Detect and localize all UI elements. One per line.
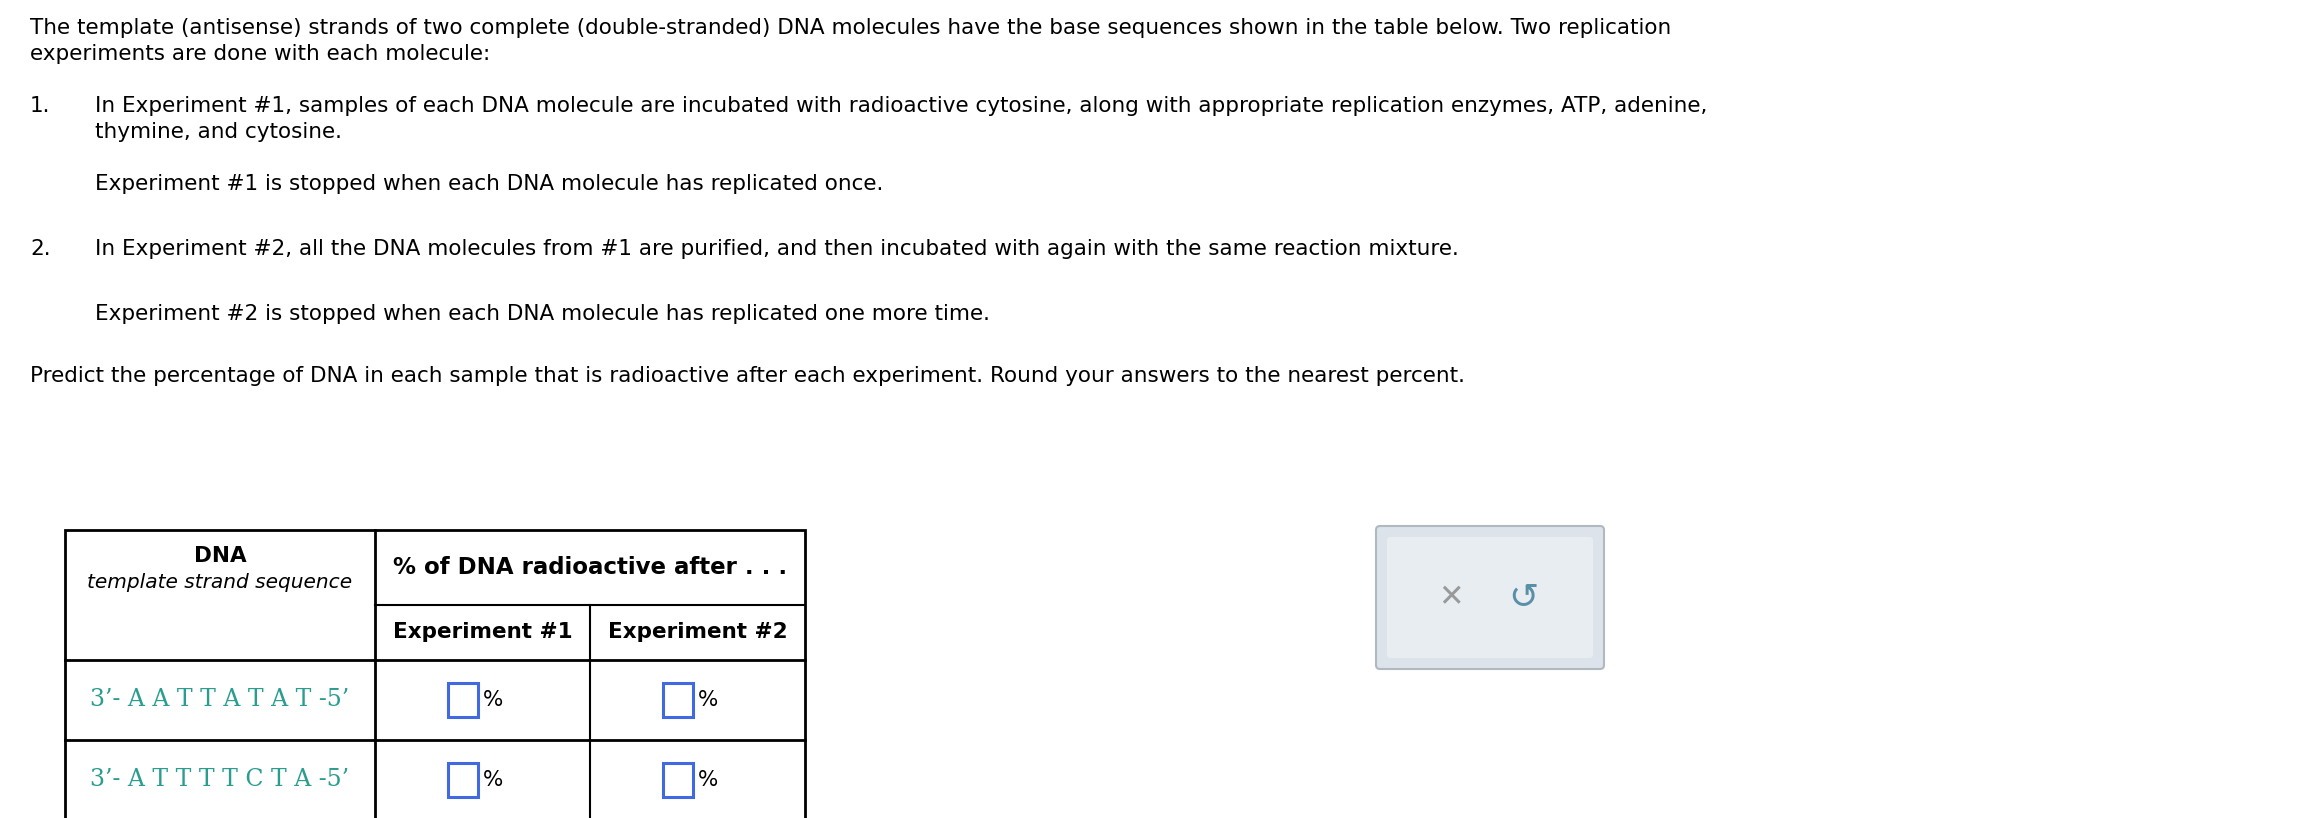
Text: Experiment #2: Experiment #2	[608, 622, 788, 642]
Text: Experiment #2 is stopped when each DNA molecule has replicated one more time.: Experiment #2 is stopped when each DNA m…	[95, 304, 991, 324]
Text: Predict the percentage of DNA in each sample that is radioactive after each expe: Predict the percentage of DNA in each sa…	[30, 366, 1465, 386]
Bar	[663, 683, 693, 717]
Bar	[65, 530, 804, 818]
Text: 1.: 1.	[30, 96, 51, 116]
Text: %: %	[483, 690, 504, 710]
Text: %: %	[483, 770, 504, 790]
Text: 2.: 2.	[30, 239, 51, 259]
Text: %: %	[698, 770, 718, 790]
Text: thymine, and cytosine.: thymine, and cytosine.	[95, 122, 342, 142]
Text: 3’- A A T T A T A T -5’: 3’- A A T T A T A T -5’	[90, 689, 349, 712]
Text: DNA: DNA	[194, 546, 247, 565]
Text: ↺: ↺	[1508, 581, 1538, 614]
Text: experiments are done with each molecule:: experiments are done with each molecule:	[30, 44, 490, 64]
Text: Experiment #1 is stopped when each DNA molecule has replicated once.: Experiment #1 is stopped when each DNA m…	[95, 174, 882, 194]
Text: %: %	[698, 690, 718, 710]
FancyBboxPatch shape	[1386, 537, 1594, 658]
Text: The template (antisense) strands of two complete (double-stranded) DNA molecules: The template (antisense) strands of two …	[30, 18, 1670, 38]
Text: Experiment #1: Experiment #1	[393, 622, 573, 642]
Bar	[448, 763, 478, 797]
Bar	[448, 683, 478, 717]
Bar	[663, 763, 693, 797]
Text: 3’- A T T T T C T A -5’: 3’- A T T T T C T A -5’	[90, 768, 349, 792]
Text: ✕: ✕	[1437, 583, 1462, 612]
Text: In Experiment #1, samples of each DNA molecule are incubated with radioactive cy: In Experiment #1, samples of each DNA mo…	[95, 96, 1707, 116]
Bar	[65, 530, 804, 818]
Text: % of DNA radioactive after . . .: % of DNA radioactive after . . .	[393, 556, 788, 579]
Text: In Experiment #2, all the DNA molecules from #1 are purified, and then incubated: In Experiment #2, all the DNA molecules …	[95, 239, 1460, 259]
Text: template strand sequence: template strand sequence	[88, 573, 353, 592]
FancyBboxPatch shape	[1377, 526, 1603, 669]
